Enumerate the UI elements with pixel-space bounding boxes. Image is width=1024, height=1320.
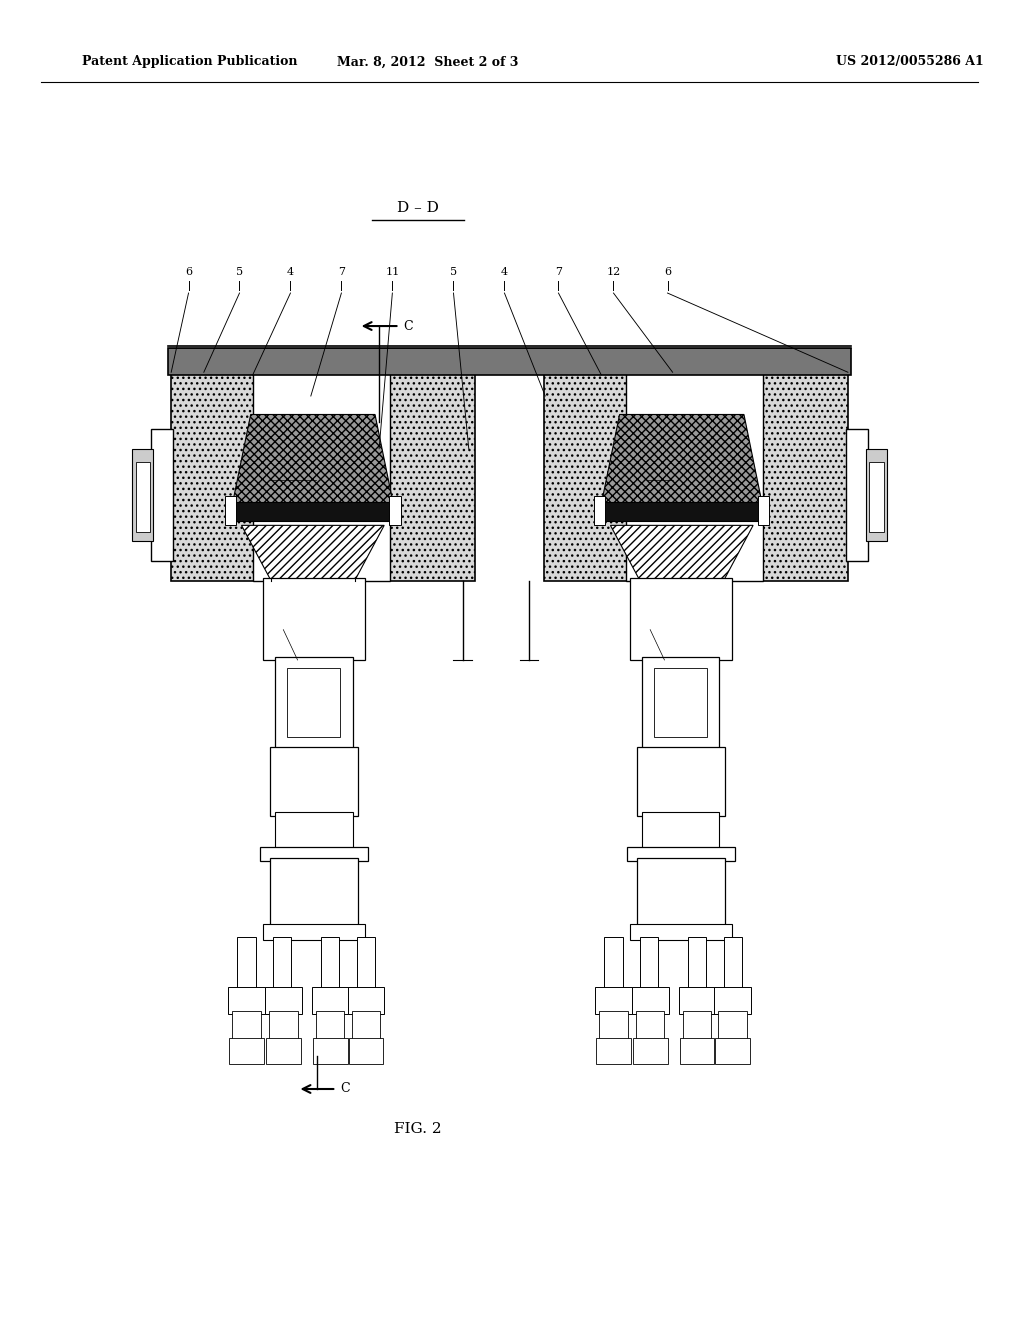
Bar — [599, 1011, 628, 1040]
Bar — [654, 668, 708, 737]
Bar — [637, 858, 725, 927]
Polygon shape — [610, 525, 753, 581]
Text: D – D: D – D — [397, 201, 438, 215]
Bar — [601, 502, 762, 521]
Text: Mar. 8, 2012  Sheet 2 of 3: Mar. 8, 2012 Sheet 2 of 3 — [337, 55, 519, 69]
Bar — [724, 937, 742, 990]
Bar — [846, 429, 868, 561]
Bar — [275, 657, 352, 750]
Bar — [637, 747, 725, 816]
Bar — [225, 496, 237, 525]
Bar — [866, 449, 887, 541]
Bar — [679, 987, 716, 1014]
Text: 6: 6 — [664, 267, 671, 277]
Bar — [312, 987, 348, 1014]
Bar — [716, 1038, 750, 1064]
Bar — [347, 987, 384, 1014]
Bar — [632, 987, 669, 1014]
Bar — [683, 1011, 712, 1040]
Bar — [260, 847, 368, 861]
Bar — [168, 348, 851, 375]
Bar — [228, 987, 265, 1014]
Bar — [389, 496, 400, 525]
Text: 7: 7 — [555, 267, 562, 277]
Bar — [636, 1011, 665, 1040]
Polygon shape — [601, 414, 762, 504]
Bar — [232, 1011, 261, 1040]
Polygon shape — [242, 525, 384, 581]
Bar — [680, 1038, 715, 1064]
Text: FIG. 2: FIG. 2 — [394, 1122, 441, 1137]
Bar — [626, 372, 763, 581]
Bar — [348, 1038, 383, 1064]
Bar — [270, 858, 357, 927]
Bar — [595, 987, 632, 1014]
Bar — [288, 668, 340, 737]
Bar — [171, 372, 475, 581]
Bar — [640, 937, 658, 990]
Bar — [604, 937, 623, 990]
Text: 11: 11 — [385, 267, 399, 277]
Bar — [356, 937, 375, 990]
Bar — [642, 657, 720, 750]
Bar — [351, 1011, 380, 1040]
Bar — [313, 1038, 347, 1064]
Bar — [627, 847, 735, 861]
Text: 5: 5 — [450, 267, 457, 277]
Bar — [132, 449, 153, 541]
Bar — [642, 812, 720, 851]
Bar — [232, 502, 393, 521]
Bar — [269, 1011, 298, 1040]
Bar — [316, 1011, 344, 1040]
Bar — [594, 496, 605, 525]
Bar — [238, 937, 256, 990]
Bar — [715, 987, 751, 1014]
Bar — [688, 937, 707, 990]
Text: US 2012/0055286 A1: US 2012/0055286 A1 — [836, 55, 983, 69]
Bar — [633, 1038, 668, 1064]
Bar — [758, 496, 769, 525]
Bar — [869, 462, 884, 532]
Bar — [265, 987, 302, 1014]
Bar — [719, 1011, 746, 1040]
Bar — [229, 1038, 264, 1064]
Bar — [263, 578, 365, 660]
Bar — [275, 812, 352, 851]
Text: Patent Application Publication: Patent Application Publication — [82, 55, 297, 69]
Bar — [151, 429, 173, 561]
Bar — [596, 1038, 631, 1064]
Bar — [321, 937, 339, 990]
Bar — [273, 937, 292, 990]
Text: 12: 12 — [606, 267, 621, 277]
Bar — [266, 1038, 301, 1064]
Bar — [630, 924, 732, 940]
Polygon shape — [232, 414, 393, 504]
Bar — [270, 747, 357, 816]
Text: 4: 4 — [287, 267, 294, 277]
Bar — [135, 462, 150, 532]
Text: 5: 5 — [236, 267, 243, 277]
Text: C: C — [340, 1082, 350, 1096]
Bar — [630, 578, 732, 660]
Text: C: C — [403, 319, 414, 333]
Bar — [544, 372, 848, 581]
Text: 6: 6 — [185, 267, 193, 277]
Bar — [253, 372, 390, 581]
Text: 7: 7 — [338, 267, 345, 277]
Bar — [263, 924, 365, 940]
Text: 4: 4 — [501, 267, 508, 277]
